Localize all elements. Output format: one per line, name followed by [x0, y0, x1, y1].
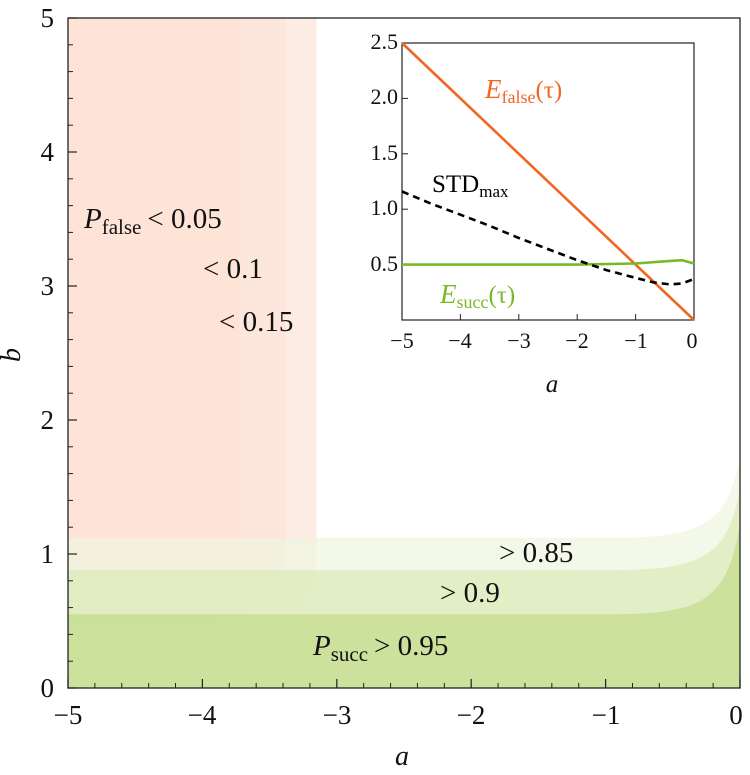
inset-y-tick-label: 2.0	[371, 84, 399, 109]
inset-x-tick-label: −5	[390, 328, 413, 353]
inset-x-tick-label: 0	[687, 328, 698, 353]
e-false-label: Efalse(τ)	[484, 74, 562, 107]
y-tick-label: 5	[41, 3, 55, 33]
y-tick-label: 2	[41, 405, 55, 435]
inset-y-tick-label: 1.5	[371, 140, 399, 165]
e-succ-label: Esucc(τ)	[439, 279, 515, 312]
p-false-region-2	[68, 18, 317, 644]
x-tick-label: 0	[729, 700, 743, 730]
y-axis-label: b	[0, 348, 27, 362]
x-tick-label: −4	[188, 700, 217, 730]
std-max-line	[401, 190, 695, 286]
inset-x-tick-label: −1	[624, 328, 647, 353]
e-succ-line	[402, 258, 695, 266]
main-ticks	[67, 17, 741, 689]
p-succ-label: Psucc > 0.95	[312, 630, 448, 666]
p-false-label: Pfalse < 0.05	[83, 203, 222, 239]
inset-series	[401, 42, 695, 321]
e-false-line	[401, 42, 695, 321]
inset-y-tick-label: 0.5	[371, 251, 399, 276]
p-succ-threshold-0-9: > 0.9	[440, 577, 500, 609]
inset-plot: 2.5 2.0 1.5 1.0 0.5 −5 −4 −3 −2 −1 0 a E…	[371, 29, 698, 398]
main-frame	[67, 17, 741, 689]
x-tick-label: −2	[457, 700, 486, 730]
x-tick-label: −1	[592, 700, 621, 730]
p-false-threshold-0-1: < 0.1	[203, 253, 263, 285]
inset-y-tick-label: 1.0	[371, 195, 399, 220]
inset-x-tick-label: −3	[507, 328, 530, 353]
inset-y-tick-label: 2.5	[371, 29, 399, 54]
x-tick-label: −3	[323, 700, 352, 730]
x-tick-label: −5	[54, 700, 83, 730]
inset-x-axis-label: a	[546, 371, 559, 398]
y-tick-label: 4	[41, 137, 55, 167]
p-false-threshold-0-15: < 0.15	[219, 306, 293, 338]
std-max-label: STDmax	[432, 171, 509, 201]
y-tick-label: 3	[41, 271, 55, 301]
x-axis-label: a	[395, 741, 409, 772]
y-tick-label: 0	[41, 673, 55, 703]
y-tick-label: 1	[41, 539, 55, 569]
inset-x-tick-label: −4	[448, 328, 471, 353]
inset-x-tick-label: −2	[565, 328, 588, 353]
p-succ-region-2	[68, 524, 740, 688]
main-plot: −5 −4 −3 −2 −1 0 0 1 2 3 4 5 a b Pfalse<…	[0, 3, 743, 772]
p-succ-threshold-0-85: > 0.85	[499, 537, 573, 569]
region-layer	[68, 18, 740, 688]
